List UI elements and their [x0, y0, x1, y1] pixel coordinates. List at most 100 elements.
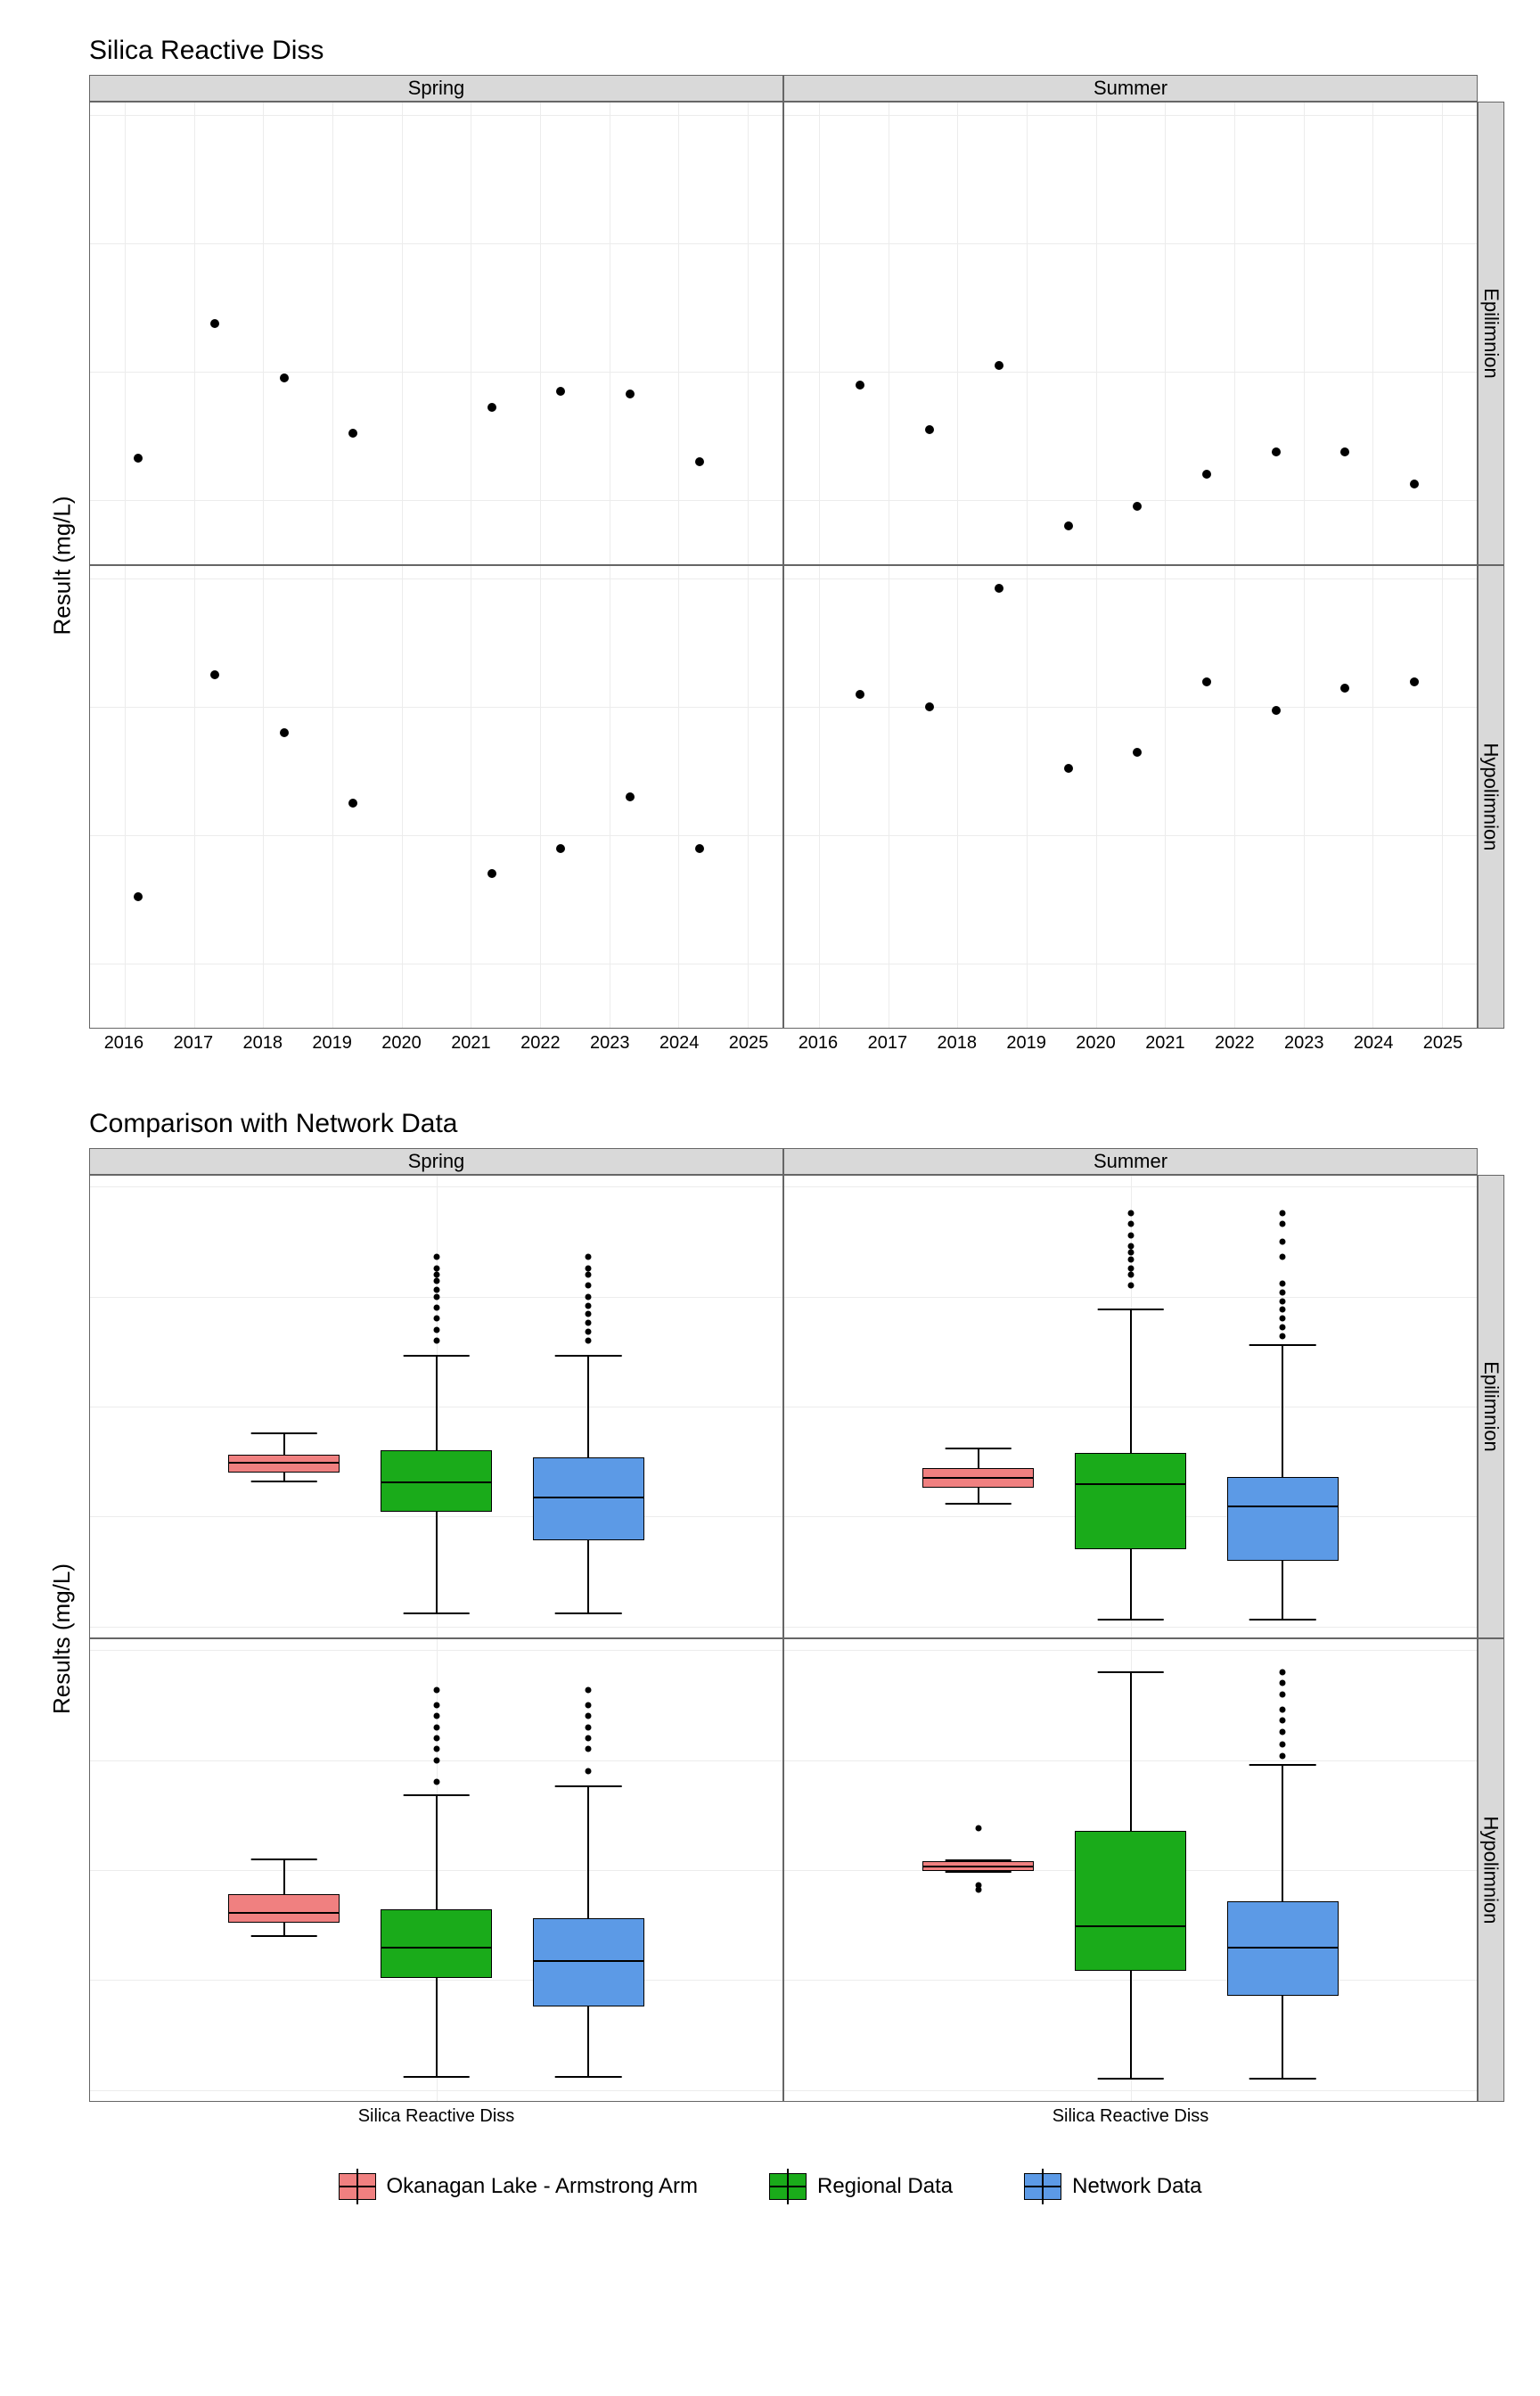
legend-item: Okanagan Lake - Armstrong Arm — [339, 2173, 699, 2200]
outlier — [1280, 1670, 1286, 1676]
boxplot-panel — [783, 1638, 1478, 2102]
outlier — [586, 1768, 592, 1775]
x-axis: Silica Reactive Diss — [783, 2102, 1478, 2129]
chart2-facet-grid: SpringSummerResults (mg/L)05101520Epilim… — [36, 1148, 1504, 2129]
outlier — [433, 1746, 439, 1752]
legend-item: Regional Data — [769, 2173, 953, 2200]
outlier — [433, 1316, 439, 1322]
x-tick-label: 2025 — [1423, 1033, 1463, 1054]
box-okanagan — [228, 1894, 339, 1923]
x-tick-label: 2021 — [451, 1033, 491, 1054]
data-point — [1133, 748, 1142, 757]
x-tick-label: 2018 — [938, 1033, 978, 1054]
x-tick-label: Silica Reactive Diss — [1053, 2106, 1209, 2127]
outlier — [586, 1311, 592, 1317]
outlier — [433, 1278, 439, 1284]
data-point — [280, 728, 289, 737]
data-point — [995, 361, 1003, 370]
x-tick-label: 2019 — [312, 1033, 352, 1054]
outlier — [1280, 1325, 1286, 1331]
data-point — [925, 425, 934, 434]
scatter-panel: 681012 — [89, 565, 783, 1029]
scatter-panel — [783, 565, 1478, 1029]
data-point — [626, 792, 635, 801]
legend-key-regional — [769, 2173, 807, 2200]
outlier — [433, 1779, 439, 1785]
col-strip: Summer — [783, 1148, 1478, 1175]
box-network — [533, 1457, 643, 1541]
outlier — [586, 1265, 592, 1271]
col-strip: Summer — [783, 75, 1478, 102]
row-strip: Epilimnion — [1478, 102, 1504, 565]
data-point — [134, 454, 143, 463]
outlier — [433, 1757, 439, 1763]
outlier — [1280, 1254, 1286, 1260]
outlier — [1280, 1752, 1286, 1759]
data-point — [1410, 677, 1419, 686]
outlier — [1127, 1210, 1134, 1216]
legend-key-network — [1024, 2173, 1061, 2200]
data-point — [487, 869, 496, 878]
outlier — [433, 1254, 439, 1260]
x-tick-label: 2018 — [243, 1033, 283, 1054]
row-strip: Hypolimnion — [1478, 565, 1504, 1029]
data-point — [1410, 480, 1419, 488]
data-point — [1133, 502, 1142, 511]
data-point — [134, 892, 143, 901]
outlier — [1127, 1272, 1134, 1278]
outlier — [433, 1287, 439, 1293]
box-regional — [381, 1909, 491, 1977]
outlier — [586, 1735, 592, 1742]
chart1-title: Silica Reactive Diss — [89, 36, 1504, 66]
data-point — [695, 844, 704, 853]
outlier — [433, 1265, 439, 1271]
outlier — [586, 1703, 592, 1709]
scatter-panel — [783, 102, 1478, 565]
legend-label: Network Data — [1072, 2174, 1201, 2199]
legend: Okanagan Lake - Armstrong Arm Regional Da… — [36, 2173, 1504, 2200]
chart2-title: Comparison with Network Data — [89, 1109, 1504, 1139]
x-tick-label: 2024 — [1354, 1033, 1394, 1054]
data-point — [695, 457, 704, 466]
box-regional — [1075, 1831, 1185, 1972]
data-point — [925, 702, 934, 711]
outlier — [433, 1713, 439, 1719]
outlier — [1280, 1210, 1286, 1216]
x-tick-label: 2022 — [520, 1033, 561, 1054]
outlier — [586, 1283, 592, 1289]
outlier — [1280, 1333, 1286, 1340]
legend-label: Okanagan Lake - Armstrong Arm — [387, 2174, 699, 2199]
outlier — [1280, 1221, 1286, 1227]
outlier — [1280, 1298, 1286, 1304]
outlier — [1127, 1265, 1134, 1271]
data-point — [348, 429, 357, 438]
outlier — [586, 1724, 592, 1730]
outlier — [433, 1293, 439, 1300]
x-tick-label: 2021 — [1145, 1033, 1185, 1054]
outlier — [586, 1254, 592, 1260]
data-point — [556, 844, 565, 853]
x-tick-label: 2019 — [1006, 1033, 1046, 1054]
data-point — [348, 799, 357, 808]
outlier — [1280, 1289, 1286, 1295]
outlier — [975, 1883, 981, 1889]
data-point — [1202, 677, 1211, 686]
boxplot-panel: 05101520 — [89, 1175, 783, 1638]
x-tick-label: 2025 — [729, 1033, 769, 1054]
chart1-facet-grid: SpringSummerResult (mg/L)681012Epilimnio… — [36, 75, 1504, 1055]
legend-key-okanagan — [339, 2173, 376, 2200]
outlier — [586, 1272, 592, 1278]
data-point — [1202, 470, 1211, 479]
data-point — [1272, 706, 1281, 715]
boxplot-panel: 05101520 — [89, 1638, 783, 2102]
boxplot-panel — [783, 1175, 1478, 1638]
data-point — [995, 584, 1003, 593]
outlier — [1280, 1680, 1286, 1686]
x-tick-label: 2017 — [868, 1033, 908, 1054]
outlier — [433, 1272, 439, 1278]
outlier — [433, 1724, 439, 1730]
x-tick-label: 2020 — [1076, 1033, 1116, 1054]
box-network — [533, 1918, 643, 2006]
outlier — [586, 1302, 592, 1309]
outlier — [586, 1329, 592, 1335]
